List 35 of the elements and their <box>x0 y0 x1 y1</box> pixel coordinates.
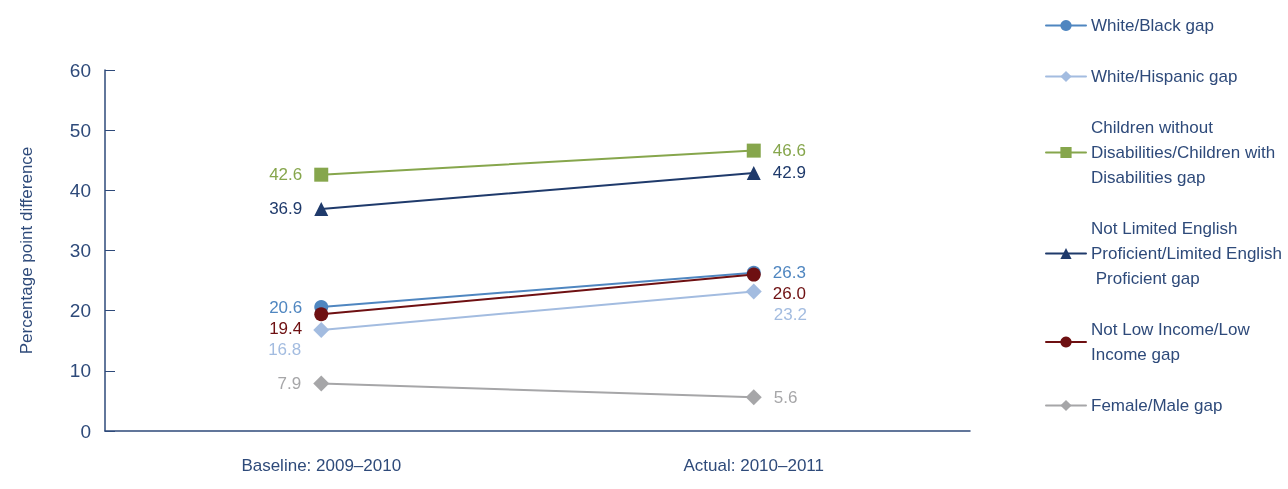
data-label: 5.6 <box>773 387 798 407</box>
legend-label: Not Limited English Proficient/Limited English Proficient gap <box>1091 219 1282 288</box>
x-tick-label: Baseline: 2009–2010 <box>241 456 402 475</box>
data-label: 16.8 <box>268 339 302 359</box>
point <box>745 389 762 406</box>
data-label: 7.9 <box>277 373 302 393</box>
point <box>313 321 330 338</box>
y-tick-label: 30 <box>69 240 91 261</box>
data-label: 23.2 <box>773 305 807 325</box>
y-tick-label: 10 <box>69 360 91 382</box>
y-tick-label: 50 <box>69 119 91 141</box>
y-axis-title: Percentage point difference <box>17 146 36 355</box>
legend-label: Female/Male gap <box>1091 396 1223 415</box>
data-label: 42.9 <box>772 163 806 183</box>
data-label: 26.3 <box>772 263 806 283</box>
point <box>745 283 762 300</box>
legend-label: Children without Disabilities/Children with Disabilities gap <box>1091 118 1280 187</box>
y-tick-label: 20 <box>69 300 91 322</box>
x-tick-label: Actual: 2010–2011 <box>683 456 825 475</box>
data-label: 36.9 <box>269 199 303 219</box>
y-tick-label: 60 <box>69 59 91 81</box>
legend-label: Not Low Income/Low Income gap <box>1091 320 1255 364</box>
point <box>314 167 329 182</box>
y-tick-label: 0 <box>80 420 91 442</box>
point <box>313 375 330 392</box>
legend-label: White/Black gap <box>1091 16 1214 35</box>
data-label: 19.4 <box>269 318 303 338</box>
point <box>314 307 329 322</box>
data-label: 20.6 <box>269 297 303 317</box>
data-label: 42.6 <box>269 165 303 185</box>
data-label: 46.6 <box>772 141 806 161</box>
legend-label: White/Hispanic gap <box>1091 67 1238 86</box>
y-tick-label: 40 <box>69 179 91 201</box>
data-label: 26.0 <box>772 284 806 304</box>
point <box>746 143 761 158</box>
